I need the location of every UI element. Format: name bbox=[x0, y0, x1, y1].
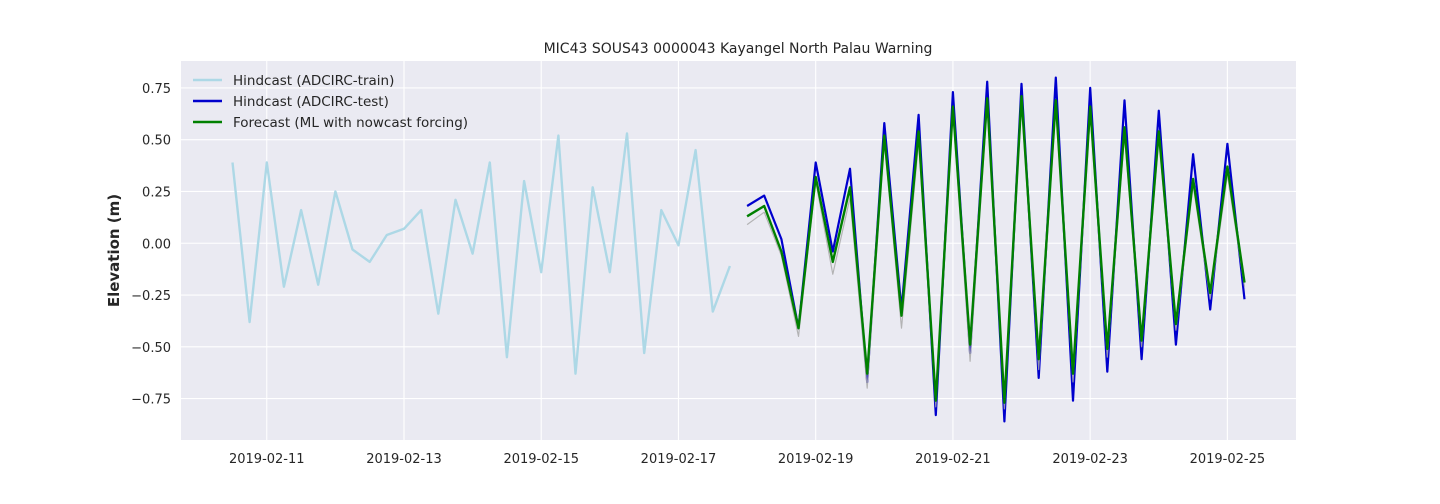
y-tick-label: −0.75 bbox=[131, 393, 171, 408]
plot-area bbox=[181, 61, 1296, 440]
x-tick-label: 2019-02-21 bbox=[915, 452, 991, 467]
x-tick-label: 2019-02-23 bbox=[1052, 452, 1128, 467]
x-tick-label: 2019-02-25 bbox=[1190, 452, 1266, 467]
x-tick-label: 2019-02-19 bbox=[778, 452, 854, 467]
y-tick-label: −0.50 bbox=[131, 341, 171, 356]
grid-lines bbox=[181, 61, 1296, 440]
legend-label: Forecast (ML with nowcast forcing) bbox=[233, 115, 468, 131]
y-tick-label: 0.50 bbox=[142, 134, 171, 149]
x-tick-label: 2019-02-11 bbox=[229, 452, 305, 467]
legend-label: Hindcast (ADCIRC-train) bbox=[233, 73, 394, 89]
y-tick-label: −0.25 bbox=[131, 289, 171, 304]
chart-title: MIC43 SOUS43 0000043 Kayangel North Pala… bbox=[544, 41, 933, 57]
x-tick-label: 2019-02-15 bbox=[503, 452, 579, 467]
y-tick-label: 0.75 bbox=[142, 82, 171, 97]
legend-label: Hindcast (ADCIRC-test) bbox=[233, 94, 389, 110]
y-tick-label: 0.00 bbox=[142, 237, 171, 252]
series-line-0 bbox=[231, 132, 732, 375]
x-tick-label: 2019-02-17 bbox=[641, 452, 717, 467]
y-tick-label: 0.25 bbox=[142, 185, 171, 200]
y-axis-ticks: 0.75 0.50 0.25 0.00 −0.25 −0.50 −0.75 bbox=[131, 82, 171, 408]
series-group bbox=[231, 76, 1246, 423]
y-axis-label: Elevation (m) bbox=[105, 194, 123, 307]
series-line-2 bbox=[746, 94, 1246, 404]
legend: Hindcast (ADCIRC-train) Hindcast (ADCIRC-… bbox=[193, 73, 468, 131]
x-axis-ticks: 2019-02-11 2019-02-13 2019-02-15 2019-02-17… bbox=[229, 452, 1265, 467]
x-tick-label: 2019-02-13 bbox=[366, 452, 442, 467]
